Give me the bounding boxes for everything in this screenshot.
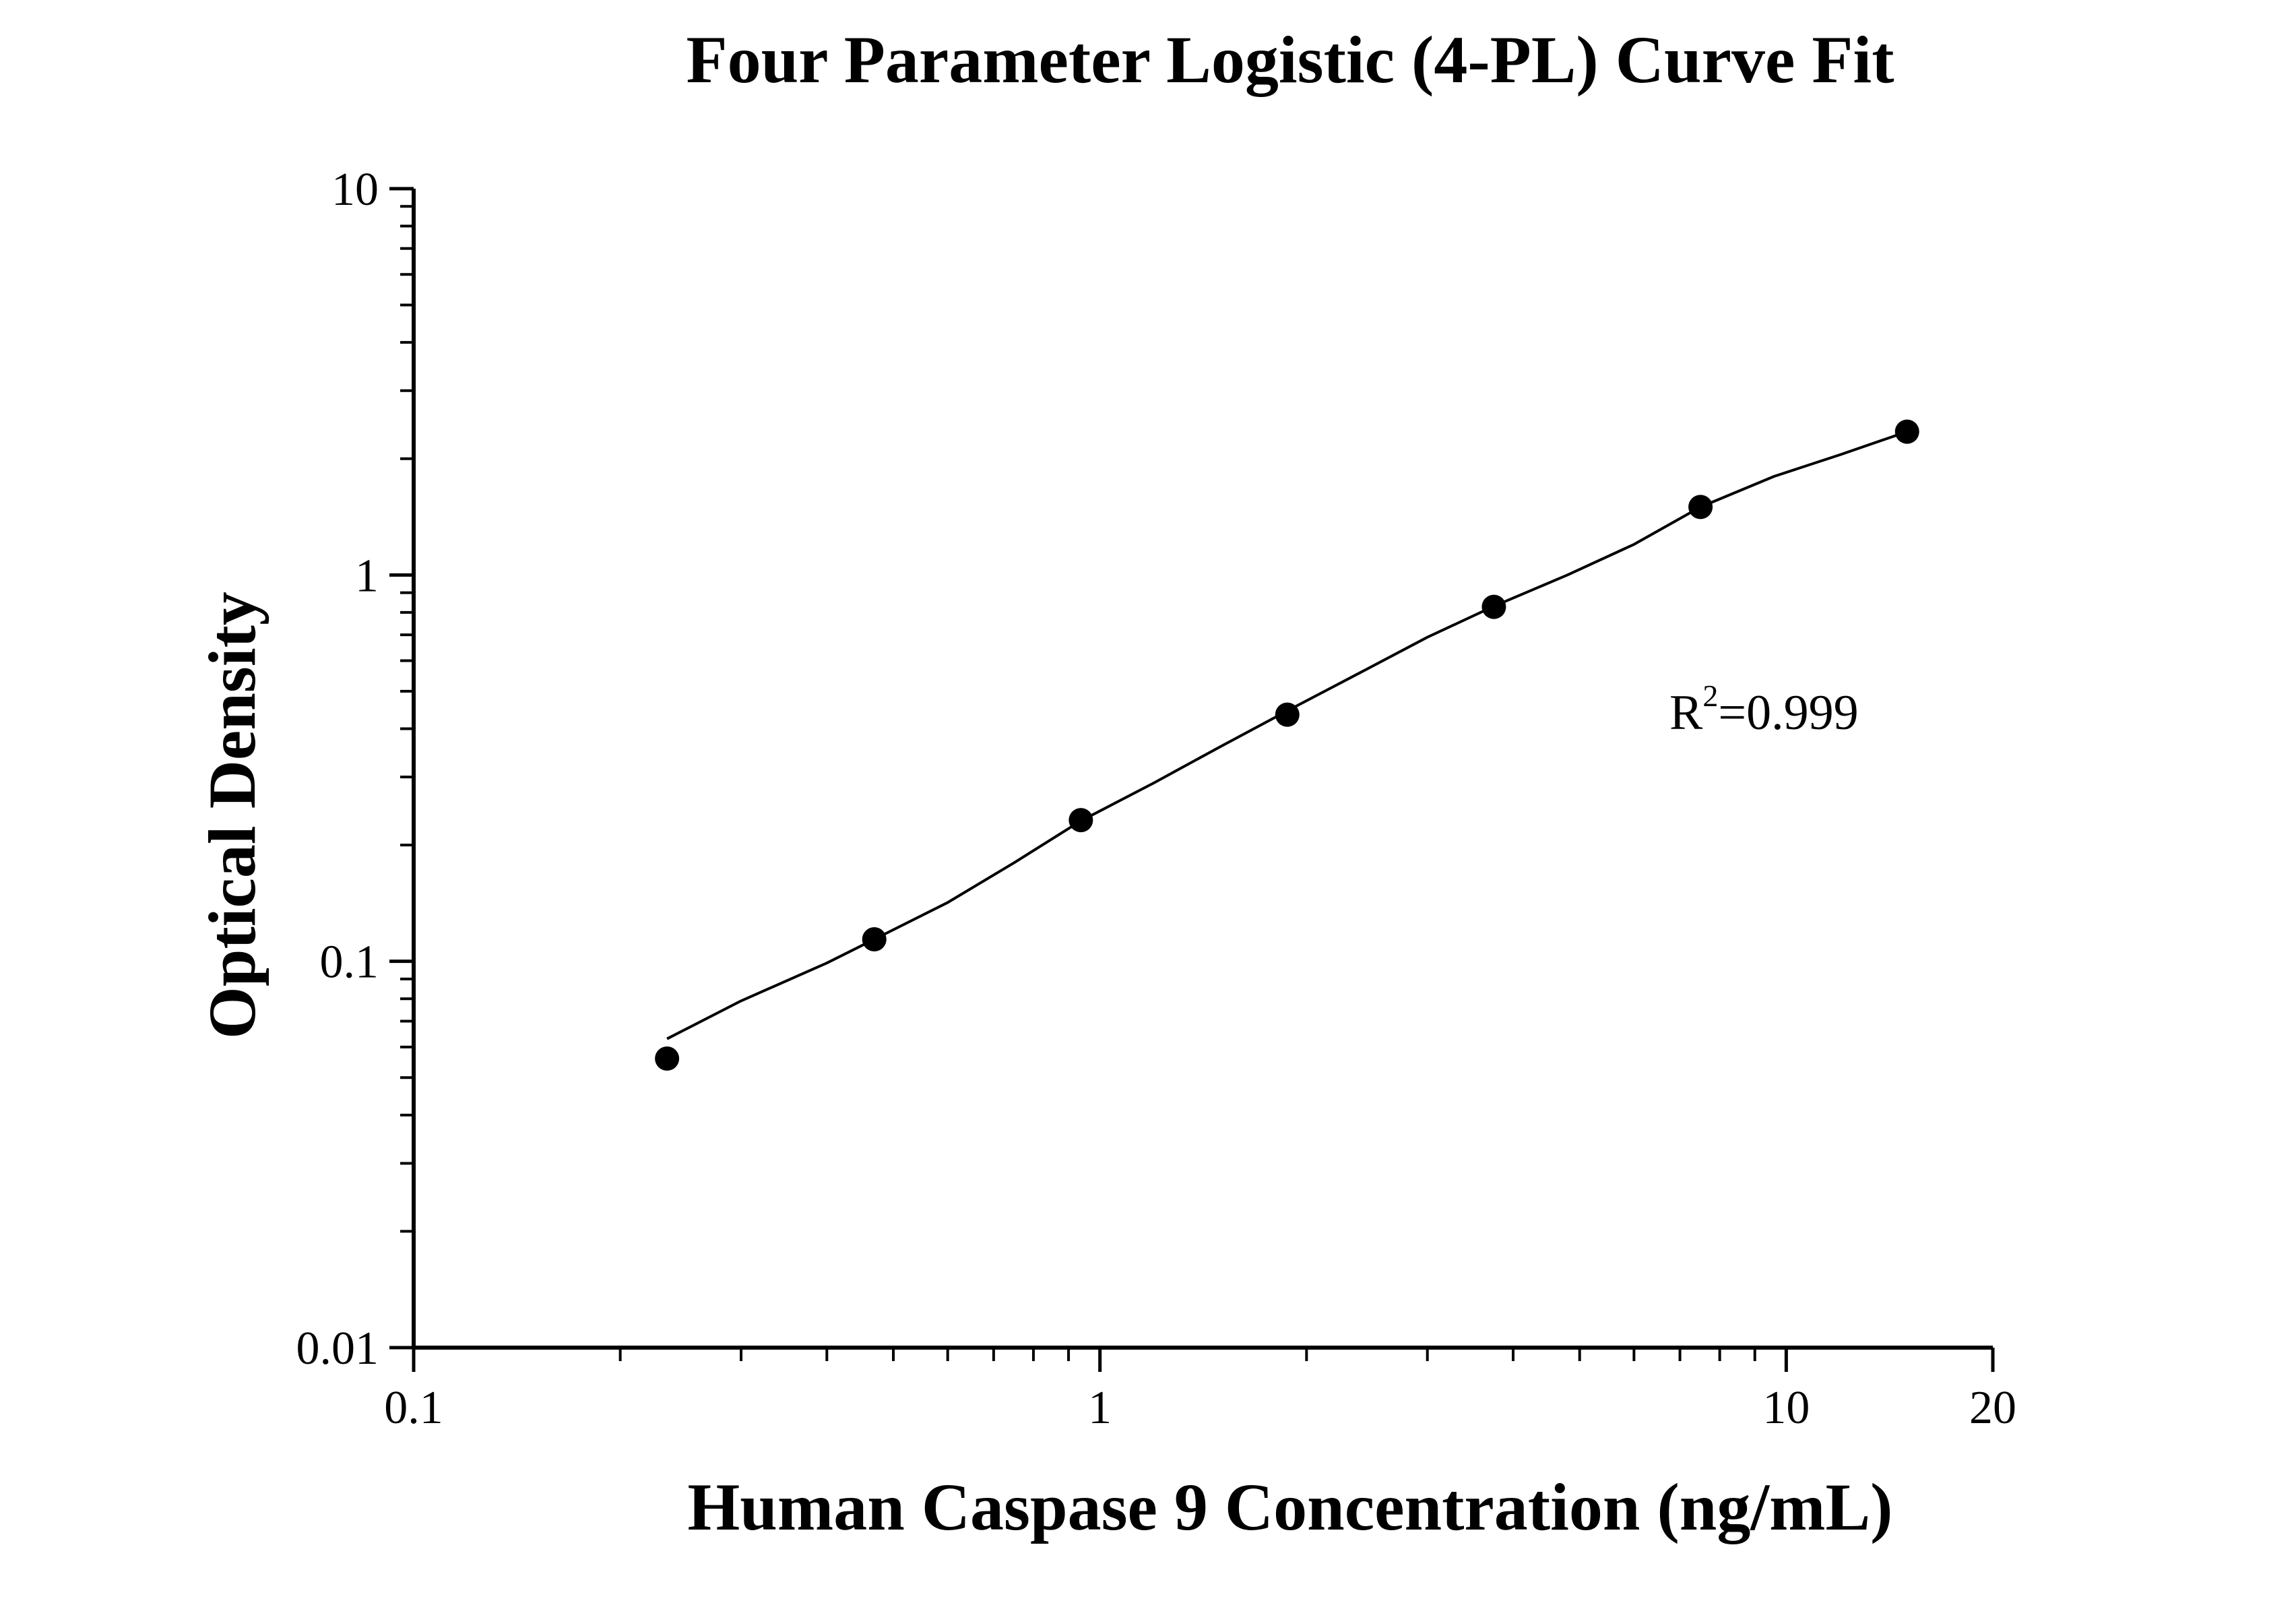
r-squared-annotation: R2=0.999 <box>1669 679 1859 741</box>
y-axis-label: Optical Density <box>195 592 269 1039</box>
chart-title: Four Parameter Logistic (4-PL) Curve Fit <box>686 22 1894 97</box>
data-points-group <box>655 419 1919 1071</box>
data-point <box>1688 495 1713 520</box>
annotation-base: R <box>1669 685 1703 741</box>
x-tick-label: 0.1 <box>384 1382 443 1434</box>
x-tick-label: 20 <box>1969 1382 2016 1434</box>
y-tick-label: 0.01 <box>296 1323 379 1375</box>
x-tick-label: 10 <box>1762 1382 1810 1434</box>
y-tick-label: 1 <box>355 550 379 602</box>
data-point <box>1894 419 1919 444</box>
annotation-superscript: 2 <box>1702 679 1718 713</box>
data-point <box>862 927 887 952</box>
data-point <box>655 1046 680 1071</box>
data-point <box>1481 594 1506 619</box>
x-tick-label: 1 <box>1088 1382 1112 1434</box>
y-tick-label: 10 <box>331 164 379 216</box>
annotation-value: =0.999 <box>1718 685 1858 741</box>
x-axis-label: Human Caspase 9 Concentration (ng/mL) <box>688 1470 1893 1544</box>
y-tick-label: 0.1 <box>320 937 379 988</box>
annotation-group: R2=0.999 <box>1669 679 1859 741</box>
data-point <box>1275 702 1300 727</box>
data-point <box>1069 808 1093 833</box>
